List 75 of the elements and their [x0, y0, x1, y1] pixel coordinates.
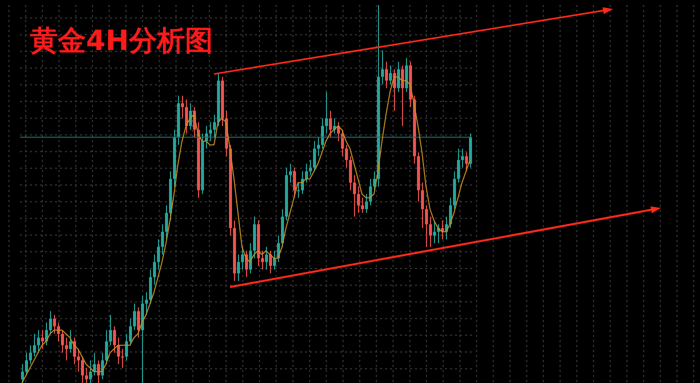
candlestick: [321, 118, 324, 150]
candlestick: [49, 310, 52, 334]
candlestick: [313, 140, 316, 172]
candlestick: [65, 337, 68, 361]
candlestick: [25, 352, 28, 376]
candlestick: [433, 220, 436, 244]
candlestick: [349, 156, 352, 191]
candlestick: [153, 254, 156, 286]
candlestick: [265, 246, 268, 270]
candlestick: [89, 360, 92, 383]
candlestick: [129, 318, 132, 346]
candlestick: [113, 326, 116, 354]
candlestick: [297, 182, 300, 198]
candlestick: [21, 364, 24, 383]
candlestick: [429, 216, 432, 248]
candlestick: [401, 64, 404, 126]
candlestick: [241, 246, 244, 270]
candlestick: [161, 224, 164, 255]
candlestick: [69, 330, 72, 354]
candlestick: [325, 91, 328, 134]
candlestick: [77, 348, 80, 372]
candlestick: [165, 204, 168, 240]
candlestick: [33, 333, 36, 358]
candlestick: [465, 152, 468, 172]
candlestick: [105, 330, 108, 365]
candlestick: [461, 148, 464, 168]
candlestick: [45, 322, 48, 346]
candlestick: [269, 250, 272, 274]
candlestick: [121, 348, 124, 368]
candlestick: [149, 269, 152, 304]
candlestick: [53, 314, 56, 334]
candlestick: [97, 360, 100, 383]
candlestick: [357, 186, 360, 214]
candlestick: [317, 136, 320, 157]
candlestick: [421, 182, 424, 229]
candlestick: [345, 144, 348, 168]
text: 黄金4H分析图: [30, 23, 213, 59]
candlestick: [61, 330, 64, 354]
candlestick: [133, 303, 136, 331]
candlestick: [261, 250, 264, 270]
candlestick: [425, 204, 428, 248]
candlestick: [381, 50, 384, 85]
candlestick: [37, 330, 40, 354]
candlestick: [309, 159, 312, 176]
candlestick: [273, 250, 276, 270]
candlestick: [145, 292, 148, 316]
candlestick: [209, 122, 212, 142]
candlestick: [385, 61, 388, 89]
candlestick: [361, 197, 364, 214]
candlestick: [137, 306, 140, 338]
candlestick: [397, 61, 400, 92]
candlestick: [93, 352, 96, 376]
candlestick: [405, 57, 408, 92]
candlestick: [293, 167, 296, 198]
candlestick: [109, 314, 112, 346]
candlestick: [249, 242, 252, 274]
candlestick: [81, 356, 84, 383]
candlestick: [157, 238, 160, 270]
candlestick: [369, 178, 372, 206]
candlestick: [389, 64, 392, 85]
candlestick: [237, 254, 240, 282]
candlestick: [181, 95, 184, 119]
candlestick: [305, 163, 308, 184]
candlestick: [353, 174, 356, 218]
candlestick: [85, 367, 88, 383]
candlestick: [365, 194, 368, 214]
candlestick: [125, 333, 128, 361]
candlestick: [185, 99, 188, 134]
candlestick: [117, 337, 120, 365]
candlestick: [41, 330, 44, 350]
candlestick: [29, 344, 32, 365]
candlestick: [457, 148, 460, 184]
candlestick: [289, 163, 292, 184]
candlestick: [213, 114, 216, 138]
candlestick: [329, 110, 332, 138]
